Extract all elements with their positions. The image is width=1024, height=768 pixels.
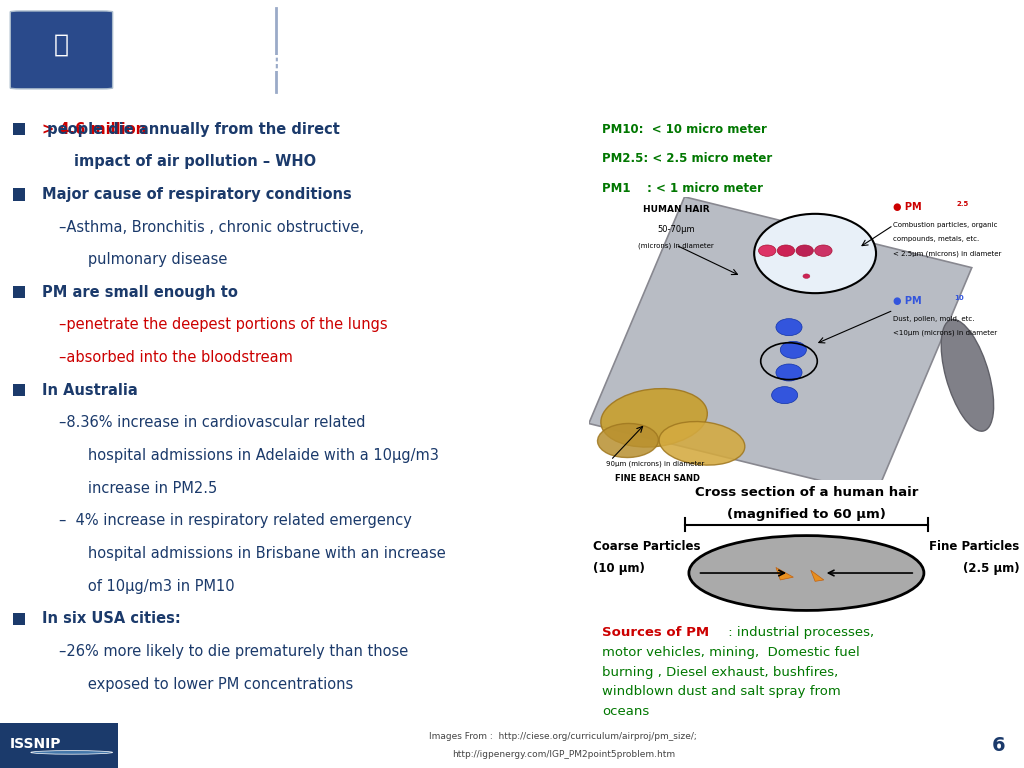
Text: Cross section of a human hair: Cross section of a human hair <box>694 485 919 498</box>
Text: –absorbed into the bloodstream: –absorbed into the bloodstream <box>59 350 293 365</box>
Text: Sources of PM: Sources of PM <box>602 626 709 639</box>
Text: FINE BEACH SAND: FINE BEACH SAND <box>614 475 700 484</box>
Text: motor vehicles, mining,  Domestic fuel: motor vehicles, mining, Domestic fuel <box>602 646 859 659</box>
Text: (microns) in diameter: (microns) in diameter <box>638 242 714 249</box>
Text: Combustion particles, organic: Combustion particles, organic <box>893 222 998 228</box>
Text: < 2.5μm (microns) in diameter: < 2.5μm (microns) in diameter <box>893 250 1001 257</box>
Text: pulmonary disease: pulmonary disease <box>74 252 227 267</box>
Text: people die annually from the direct: people die annually from the direct <box>42 121 340 137</box>
Ellipse shape <box>601 389 708 447</box>
Text: increase in PM2.5: increase in PM2.5 <box>74 481 217 495</box>
Text: 10: 10 <box>954 295 965 300</box>
Text: Particulate Matter (PM): Particulate Matter (PM) <box>307 60 622 84</box>
Bar <box>13 613 25 625</box>
Text: Coarse Particles: Coarse Particles <box>593 540 700 553</box>
Text: hospital admissions in Brisbane with an increase: hospital admissions in Brisbane with an … <box>74 546 445 561</box>
Text: 90μm (microns) in diameter: 90μm (microns) in diameter <box>606 460 705 467</box>
Text: hospital admissions in Adelaide with a 10μg/m3: hospital admissions in Adelaide with a 1… <box>74 448 438 463</box>
Text: –Asthma, Bronchitis , chronic obstructive,: –Asthma, Bronchitis , chronic obstructiv… <box>59 220 365 234</box>
Text: of 10μg/m3 in PM10: of 10μg/m3 in PM10 <box>74 578 234 594</box>
Text: ● PM: ● PM <box>893 296 922 306</box>
Text: 6: 6 <box>991 737 1006 755</box>
Text: > 4.6 million: > 4.6 million <box>42 121 146 137</box>
Circle shape <box>754 214 877 293</box>
Text: –8.36% increase in cardiovascular related: –8.36% increase in cardiovascular relate… <box>59 415 366 430</box>
Text: oceans: oceans <box>602 705 649 718</box>
Circle shape <box>689 535 924 611</box>
Text: windblown dust and salt spray from: windblown dust and salt spray from <box>602 685 841 698</box>
Circle shape <box>780 341 807 359</box>
Text: <10μm (microns) in diameter: <10μm (microns) in diameter <box>893 330 997 336</box>
Text: Fine Particles: Fine Particles <box>930 540 1020 553</box>
Circle shape <box>772 386 798 404</box>
Bar <box>13 286 25 299</box>
Ellipse shape <box>941 319 993 431</box>
Text: 50-70μm: 50-70μm <box>657 225 694 234</box>
Polygon shape <box>776 568 794 580</box>
Text: PM are small enough to: PM are small enough to <box>42 285 238 300</box>
Text: PM2.5: < 2.5 micro meter: PM2.5: < 2.5 micro meter <box>602 153 772 165</box>
Text: HUMAN HAIR: HUMAN HAIR <box>642 205 710 214</box>
Text: PM10:  < 10 micro meter: PM10: < 10 micro meter <box>602 123 767 136</box>
Circle shape <box>31 750 113 754</box>
Bar <box>0 723 118 768</box>
Polygon shape <box>589 197 972 495</box>
Text: impact of air pollution – WHO: impact of air pollution – WHO <box>74 154 316 169</box>
Text: Images From :  http://ciese.org/curriculum/airproj/pm_size/;: Images From : http://ciese.org/curriculu… <box>429 733 697 741</box>
Bar <box>13 384 25 396</box>
Ellipse shape <box>598 423 658 458</box>
Bar <box>13 188 25 200</box>
Ellipse shape <box>659 422 744 465</box>
Polygon shape <box>811 571 823 581</box>
Text: Major cause of respiratory conditions: Major cause of respiratory conditions <box>42 187 352 202</box>
Text: 🏛: 🏛 <box>54 33 69 57</box>
Text: http://igpenergy.com/IGP_PM2point5problem.htm: http://igpenergy.com/IGP_PM2point5proble… <box>452 750 675 759</box>
Text: City Environment –: City Environment – <box>307 20 558 44</box>
Text: Dust, pollen, mold, etc.: Dust, pollen, mold, etc. <box>893 316 975 322</box>
Circle shape <box>759 245 776 257</box>
Text: ISSNIP: ISSNIP <box>10 737 61 750</box>
Text: THE UNIVERSITY OF: THE UNIVERSITY OF <box>138 24 227 32</box>
Text: In six USA cities:: In six USA cities: <box>42 611 181 626</box>
Text: : industrial processes,: : industrial processes, <box>724 626 873 639</box>
Text: In Australia: In Australia <box>42 382 138 398</box>
Text: (magnified to 60 μm): (magnified to 60 μm) <box>727 508 886 521</box>
Text: –penetrate the deepest portions of the lungs: –penetrate the deepest portions of the l… <box>59 317 388 333</box>
Circle shape <box>796 245 813 257</box>
Circle shape <box>777 245 795 257</box>
Text: ● PM: ● PM <box>893 203 922 213</box>
Circle shape <box>776 364 802 381</box>
Text: –26% more likely to die prematurely than those: –26% more likely to die prematurely than… <box>59 644 409 659</box>
Text: PM1    : < 1 micro meter: PM1 : < 1 micro meter <box>602 182 763 195</box>
Text: (10 μm): (10 μm) <box>593 562 645 575</box>
Text: 2.5: 2.5 <box>956 201 969 207</box>
Bar <box>13 123 25 135</box>
Text: –  4% increase in respiratory related emergency: – 4% increase in respiratory related eme… <box>59 513 413 528</box>
Text: compounds, metals, etc.: compounds, metals, etc. <box>893 237 980 243</box>
Text: exposed to lower PM concentrations: exposed to lower PM concentrations <box>74 677 353 691</box>
Text: MELBOURNE: MELBOURNE <box>138 55 285 75</box>
Circle shape <box>776 319 802 336</box>
Text: (2.5 μm): (2.5 μm) <box>963 562 1020 575</box>
Circle shape <box>803 274 810 279</box>
FancyBboxPatch shape <box>10 11 113 89</box>
Text: burning , Diesel exhaust, bushfires,: burning , Diesel exhaust, bushfires, <box>602 666 838 678</box>
Circle shape <box>815 245 833 257</box>
